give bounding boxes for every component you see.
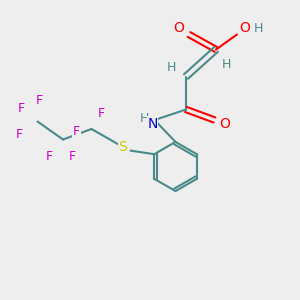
Text: H: H	[253, 22, 263, 35]
Text: O: O	[173, 22, 184, 35]
Text: O: O	[220, 118, 230, 131]
Text: F: F	[16, 128, 23, 142]
Text: F: F	[98, 107, 105, 120]
Text: H: H	[140, 112, 149, 125]
Text: H: H	[167, 61, 176, 74]
Text: N: N	[147, 117, 158, 130]
Text: S: S	[118, 140, 127, 154]
Text: F: F	[46, 149, 53, 163]
Text: F: F	[73, 125, 80, 138]
Text: H: H	[222, 58, 231, 71]
Text: F: F	[35, 94, 43, 107]
Text: F: F	[17, 101, 25, 115]
Text: F: F	[68, 150, 76, 163]
Text: O: O	[239, 22, 250, 35]
